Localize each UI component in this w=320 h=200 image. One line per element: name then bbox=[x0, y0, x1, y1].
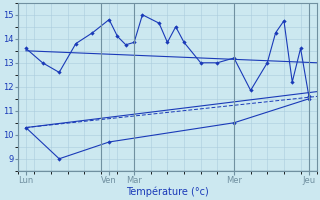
X-axis label: Température (°c): Température (°c) bbox=[126, 187, 209, 197]
